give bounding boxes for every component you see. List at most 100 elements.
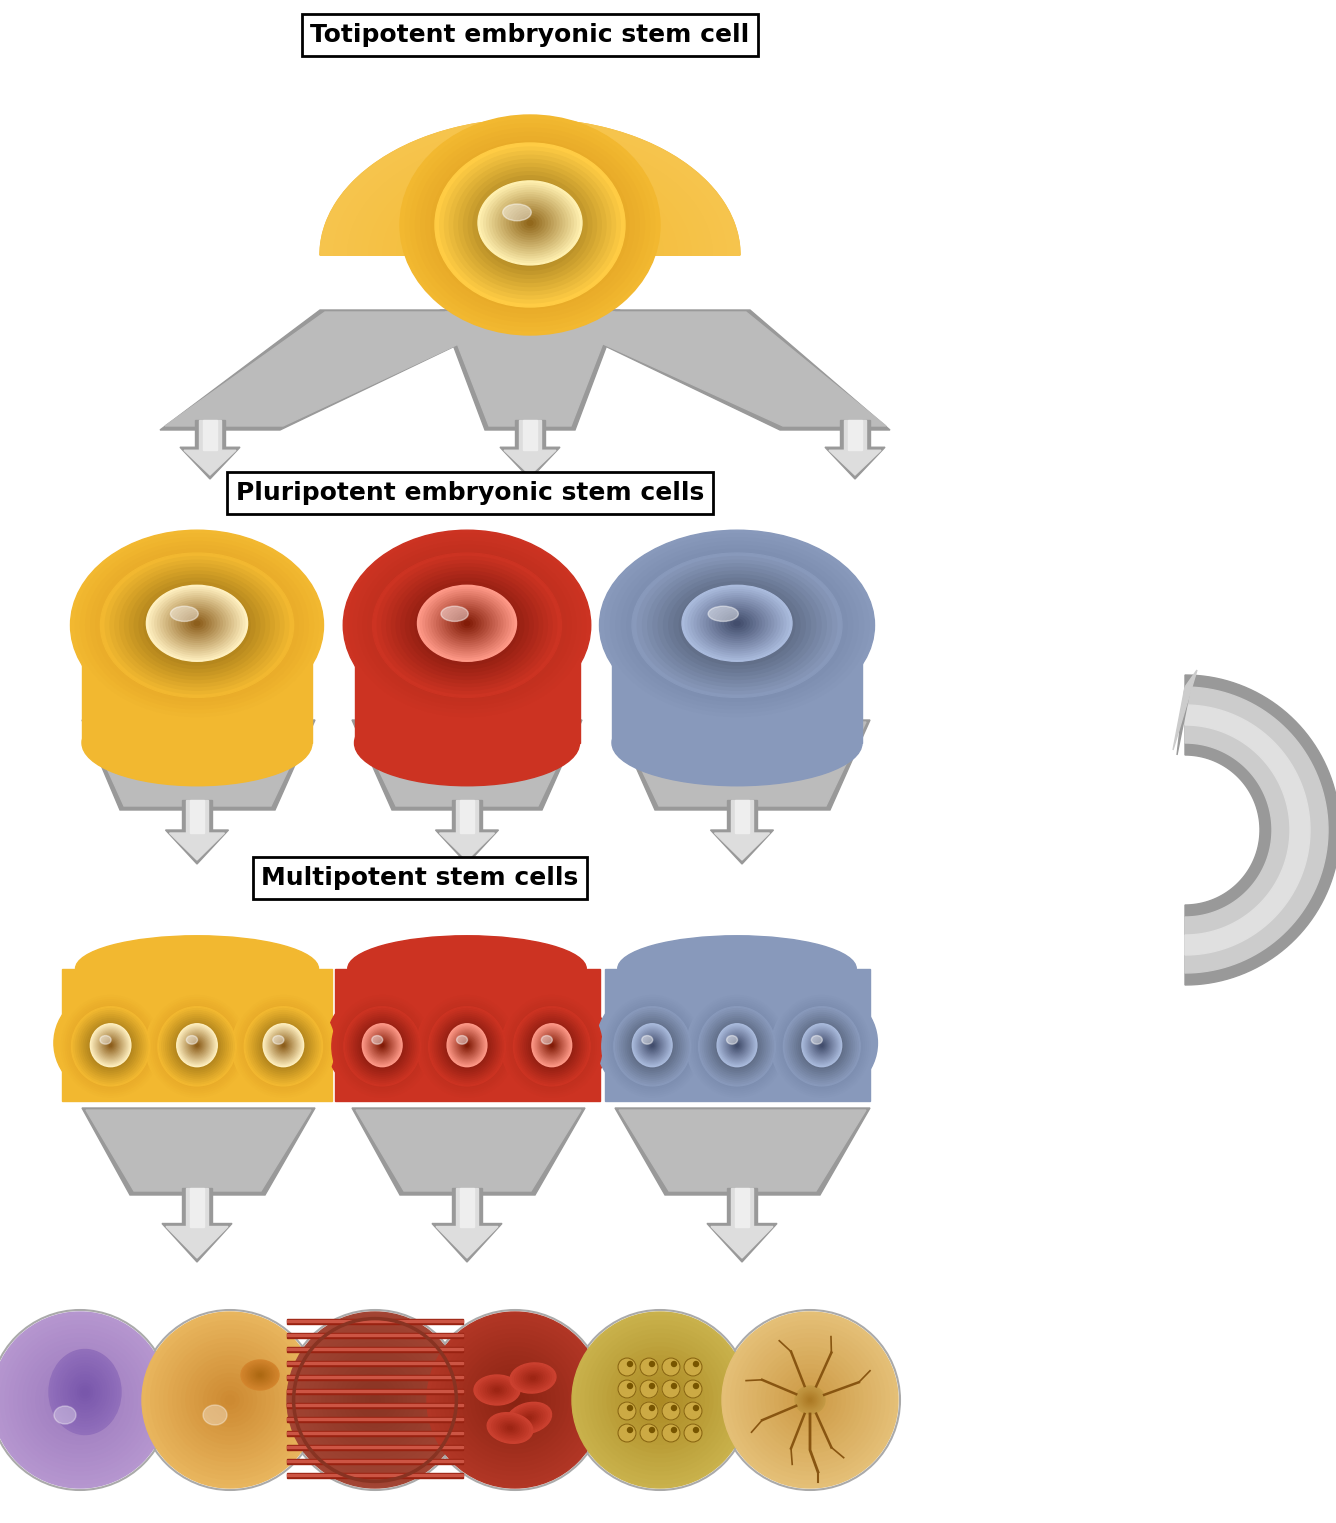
Ellipse shape	[651, 1045, 655, 1048]
Ellipse shape	[342, 1004, 422, 1089]
Ellipse shape	[156, 1004, 238, 1089]
Ellipse shape	[191, 1360, 270, 1439]
Ellipse shape	[273, 1036, 285, 1045]
Ellipse shape	[510, 1363, 556, 1394]
Ellipse shape	[550, 1045, 554, 1048]
Ellipse shape	[27, 1348, 132, 1453]
Ellipse shape	[816, 1040, 827, 1052]
Ellipse shape	[186, 1034, 208, 1058]
Polygon shape	[86, 1110, 311, 1191]
Bar	[287, 1362, 464, 1365]
Ellipse shape	[160, 1008, 234, 1084]
Ellipse shape	[732, 621, 743, 629]
Ellipse shape	[541, 1036, 562, 1057]
Ellipse shape	[374, 1037, 390, 1055]
Ellipse shape	[705, 603, 768, 647]
Ellipse shape	[510, 207, 550, 239]
Ellipse shape	[791, 1014, 852, 1078]
Ellipse shape	[57, 1378, 102, 1422]
Ellipse shape	[445, 606, 489, 640]
Ellipse shape	[790, 1013, 855, 1080]
Ellipse shape	[277, 1039, 290, 1052]
Polygon shape	[199, 420, 220, 451]
Ellipse shape	[612, 1351, 708, 1448]
Ellipse shape	[721, 1028, 752, 1062]
Ellipse shape	[452, 158, 608, 291]
Ellipse shape	[175, 606, 219, 640]
Ellipse shape	[727, 1034, 747, 1055]
Ellipse shape	[176, 611, 218, 640]
Ellipse shape	[457, 1034, 477, 1055]
Ellipse shape	[444, 608, 490, 643]
Ellipse shape	[160, 1008, 234, 1084]
Ellipse shape	[458, 1343, 572, 1458]
Ellipse shape	[449, 1025, 486, 1066]
Ellipse shape	[86, 1020, 136, 1072]
Polygon shape	[840, 420, 870, 451]
Ellipse shape	[735, 1045, 739, 1048]
Ellipse shape	[96, 1030, 126, 1060]
Ellipse shape	[182, 1028, 212, 1062]
Ellipse shape	[73, 1008, 148, 1084]
Ellipse shape	[468, 172, 592, 279]
Ellipse shape	[641, 1036, 653, 1045]
Polygon shape	[182, 800, 212, 833]
Ellipse shape	[810, 1034, 834, 1058]
Ellipse shape	[725, 1034, 749, 1058]
Ellipse shape	[172, 1020, 222, 1072]
Polygon shape	[186, 1188, 208, 1226]
Ellipse shape	[258, 1374, 262, 1377]
Ellipse shape	[795, 1386, 826, 1413]
Polygon shape	[351, 720, 582, 810]
Ellipse shape	[647, 1039, 657, 1051]
Ellipse shape	[192, 1040, 202, 1049]
Ellipse shape	[83, 1019, 138, 1074]
Ellipse shape	[405, 119, 655, 330]
Ellipse shape	[721, 1031, 752, 1062]
Ellipse shape	[155, 591, 239, 655]
Bar	[354, 611, 580, 743]
Ellipse shape	[79, 1014, 142, 1078]
Ellipse shape	[649, 1362, 655, 1366]
Ellipse shape	[100, 1034, 120, 1055]
Ellipse shape	[436, 1320, 595, 1479]
Ellipse shape	[354, 567, 580, 653]
Ellipse shape	[355, 1019, 409, 1074]
Ellipse shape	[261, 1023, 306, 1069]
Ellipse shape	[530, 1377, 536, 1380]
Ellipse shape	[91, 1025, 130, 1066]
Ellipse shape	[775, 1365, 846, 1435]
Ellipse shape	[643, 560, 831, 690]
Ellipse shape	[148, 589, 246, 661]
Ellipse shape	[640, 1380, 659, 1398]
Ellipse shape	[550, 1045, 553, 1048]
Polygon shape	[453, 206, 607, 254]
Ellipse shape	[183, 614, 211, 637]
Ellipse shape	[353, 1378, 397, 1422]
Ellipse shape	[464, 621, 470, 626]
Ellipse shape	[464, 1042, 470, 1049]
Ellipse shape	[478, 180, 582, 270]
Ellipse shape	[449, 155, 611, 294]
Ellipse shape	[632, 1023, 672, 1066]
Ellipse shape	[438, 1017, 496, 1075]
Ellipse shape	[649, 565, 826, 685]
Ellipse shape	[611, 1002, 695, 1090]
Ellipse shape	[274, 1034, 294, 1055]
Ellipse shape	[274, 1036, 293, 1055]
Bar	[287, 1375, 464, 1378]
Ellipse shape	[644, 560, 831, 690]
Ellipse shape	[735, 1325, 884, 1474]
Ellipse shape	[429, 1007, 505, 1086]
Ellipse shape	[802, 1025, 842, 1068]
Ellipse shape	[421, 133, 639, 317]
Ellipse shape	[421, 588, 514, 659]
Ellipse shape	[366, 1390, 383, 1409]
Polygon shape	[731, 800, 754, 833]
Ellipse shape	[481, 183, 578, 262]
Ellipse shape	[167, 1016, 226, 1077]
Ellipse shape	[174, 1022, 220, 1071]
Bar	[287, 1375, 464, 1380]
Ellipse shape	[627, 1020, 677, 1072]
Ellipse shape	[806, 1030, 838, 1063]
